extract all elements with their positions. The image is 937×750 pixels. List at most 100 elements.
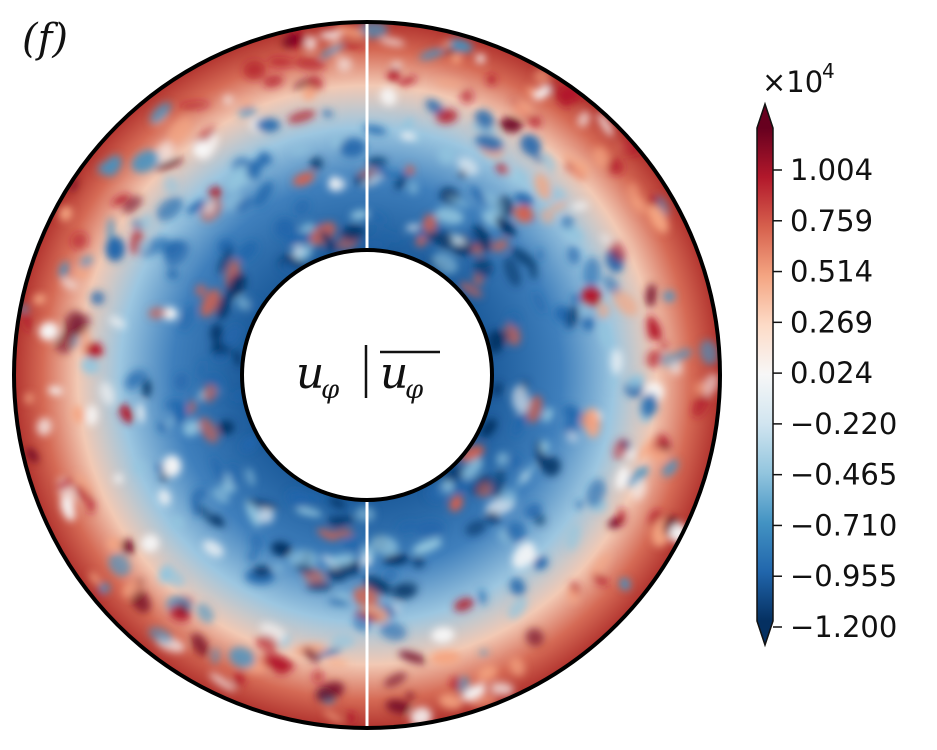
field-blob (467, 230, 478, 245)
field-blob (526, 394, 543, 424)
field-blob (405, 692, 415, 700)
field-blob (509, 657, 525, 677)
field-blob (257, 507, 275, 524)
field-blob (327, 177, 347, 192)
field-blob (218, 420, 235, 435)
field-blob (58, 261, 69, 279)
field-blob (373, 229, 403, 242)
field-blob (383, 554, 410, 565)
field-blob (543, 152, 557, 169)
field-blob (108, 315, 126, 329)
field-blob (192, 140, 210, 159)
field-blob (581, 286, 602, 307)
panel-label: (f) (22, 16, 68, 62)
field-blob (202, 384, 217, 403)
field-blob (70, 231, 89, 250)
field-blob (148, 307, 167, 320)
field-blob (159, 566, 186, 587)
field-blob (528, 115, 542, 128)
field-blob (36, 417, 52, 436)
field-blob (70, 177, 78, 193)
field-blob (294, 563, 315, 574)
field-blob (343, 535, 363, 553)
field-blob (619, 577, 631, 591)
field-blob (252, 565, 271, 578)
field-blob (249, 534, 264, 551)
field-blob (640, 393, 658, 418)
field-blob (384, 672, 407, 688)
field-blob (22, 311, 32, 333)
field-blob (347, 561, 360, 570)
field-blob (200, 288, 221, 318)
field-blob (350, 209, 370, 220)
field-blob (103, 155, 122, 177)
field-blob (263, 75, 284, 88)
field-blob (326, 242, 339, 252)
field-blob (567, 587, 579, 604)
field-blob (148, 626, 173, 645)
field-blob (660, 441, 670, 452)
field-blob (245, 498, 261, 528)
field-blob (236, 295, 250, 311)
field-blob (122, 581, 140, 598)
field-blob (212, 514, 225, 528)
field-blob (217, 247, 233, 275)
field-blob (240, 436, 257, 453)
field-blob (505, 521, 527, 542)
field-blob (449, 495, 464, 512)
field-blob (541, 152, 554, 175)
field-blob (211, 456, 226, 485)
field-blob (548, 200, 567, 213)
field-blob (661, 341, 668, 351)
field-blob (71, 405, 85, 424)
field-blob (75, 473, 93, 496)
field-blob (335, 25, 366, 39)
field-blob (197, 504, 217, 527)
field-blob (167, 117, 193, 144)
field-blob (451, 53, 462, 64)
field-blob (610, 349, 623, 375)
field-blob (107, 537, 120, 551)
field-blob (132, 460, 147, 475)
field-blob (515, 463, 537, 488)
field-blob (115, 196, 124, 205)
field-blob (327, 554, 356, 566)
field-blob (63, 310, 84, 339)
field-blob (480, 418, 497, 438)
field-blob (229, 462, 239, 488)
field-blob (336, 56, 353, 72)
field-blob (572, 159, 590, 179)
field-blob (166, 416, 174, 429)
field-blob (130, 588, 151, 613)
colorbar-tick-label: 0.269 (790, 305, 873, 339)
field-blob (81, 357, 100, 374)
field-blob (306, 581, 333, 592)
field-blob (479, 649, 489, 657)
field-blob (612, 290, 638, 316)
field-blob (539, 208, 555, 224)
field-blob (471, 225, 492, 253)
field-blob (446, 195, 470, 208)
field-blob (577, 111, 590, 128)
field-blob (613, 438, 629, 460)
field-blob (570, 294, 580, 304)
field-blob (191, 487, 207, 503)
field-blob (491, 239, 509, 253)
field-blob (507, 596, 528, 620)
field-blob (412, 556, 425, 569)
field-blob (534, 173, 552, 201)
field-blob (533, 291, 546, 314)
field-blob (499, 117, 523, 133)
field-blob (173, 401, 188, 424)
field-blob (326, 659, 348, 667)
field-blob (279, 261, 298, 274)
field-blob (434, 79, 463, 87)
field-blob (575, 499, 584, 510)
field-blob (205, 200, 215, 214)
field-blob (542, 456, 561, 477)
field-blob (616, 507, 627, 526)
field-blob (237, 241, 258, 262)
field-blob (397, 76, 418, 86)
field-blob (532, 153, 544, 163)
field-blob (128, 369, 149, 384)
